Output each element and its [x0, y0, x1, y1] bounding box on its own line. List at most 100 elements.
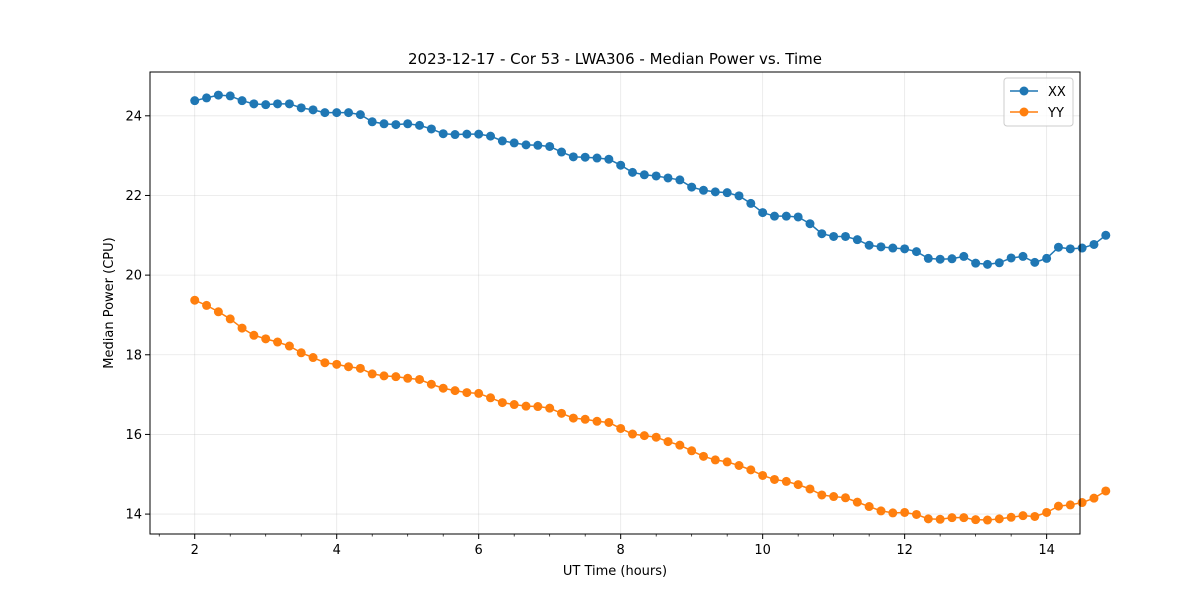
data-point-xx: [639, 170, 649, 180]
data-point-xx: [249, 99, 259, 109]
series-xx: [190, 90, 1111, 269]
data-point-xx: [545, 141, 555, 151]
plot-frame: [149, 71, 1081, 535]
data-point-xx: [391, 120, 401, 130]
data-point-yy: [1030, 511, 1040, 521]
data-point-xx: [426, 124, 436, 134]
data-point-yy: [296, 348, 306, 358]
data-point-xx: [592, 153, 602, 163]
data-point-yy: [982, 515, 992, 525]
data-point-yy: [1089, 493, 1099, 503]
data-point-yy: [604, 417, 614, 427]
data-point-yy: [888, 508, 898, 518]
data-point-xx: [994, 258, 1004, 268]
data-point-yy: [1101, 486, 1111, 496]
plot-series: [190, 90, 1111, 525]
data-point-yy: [994, 514, 1004, 524]
data-point-yy: [900, 507, 910, 517]
data-point-xx: [557, 147, 567, 157]
data-point-xx: [758, 208, 768, 218]
data-point-xx: [734, 191, 744, 201]
data-point-yy: [190, 295, 200, 305]
data-point-yy: [1018, 511, 1028, 521]
data-point-xx: [202, 93, 212, 103]
x-tick-label: 4: [333, 543, 341, 558]
data-point-yy: [805, 484, 815, 494]
data-point-xx: [474, 129, 484, 139]
data-point-yy: [710, 455, 720, 465]
data-point-xx: [497, 136, 507, 146]
data-point-xx: [415, 120, 425, 130]
data-point-yy: [308, 353, 318, 363]
y-tick-label: 18: [125, 348, 142, 363]
data-point-yy: [284, 341, 294, 351]
data-point-yy: [580, 414, 590, 424]
data-point-xx: [947, 254, 957, 264]
data-point-xx: [438, 129, 448, 139]
data-point-xx: [261, 100, 271, 110]
data-point-yy: [320, 358, 330, 368]
data-point-yy: [947, 513, 957, 523]
data-point-xx: [1065, 244, 1075, 254]
legend-marker-yy: [1019, 107, 1029, 117]
data-point-yy: [332, 359, 342, 369]
grid-lines: [150, 72, 1080, 534]
y-tick-label: 22: [125, 189, 142, 204]
data-point-yy: [628, 429, 638, 439]
data-point-xx: [900, 244, 910, 254]
data-point-yy: [734, 461, 744, 470]
data-point-yy: [864, 502, 874, 512]
data-point-yy: [557, 408, 567, 418]
data-point-xx: [213, 90, 223, 100]
data-point-xx: [876, 242, 886, 252]
data-point-yy: [1006, 512, 1016, 522]
data-point-xx: [829, 231, 839, 241]
x-tick-label: 2: [191, 543, 199, 558]
data-point-yy: [521, 401, 531, 411]
data-point-yy: [450, 386, 460, 396]
data-point-xx: [817, 229, 827, 239]
data-point-xx: [273, 99, 283, 109]
data-point-xx: [1042, 253, 1052, 263]
data-point-yy: [403, 373, 413, 383]
data-point-yy: [509, 400, 519, 410]
legend: XX YY: [1003, 77, 1074, 127]
data-point-xx: [379, 119, 389, 129]
data-point-yy: [391, 372, 401, 382]
data-point-yy: [770, 474, 779, 484]
data-point-xx: [888, 243, 898, 253]
data-point-xx: [486, 131, 496, 141]
data-point-yy: [568, 413, 578, 423]
data-point-xx: [651, 171, 661, 181]
data-point-xx: [770, 211, 779, 221]
data-point-yy: [415, 374, 425, 384]
data-point-xx: [332, 108, 342, 118]
data-point-xx: [403, 119, 413, 129]
data-point-xx: [628, 167, 638, 177]
data-point-xx: [367, 117, 377, 127]
data-point-yy: [852, 497, 862, 507]
data-point-xx: [722, 188, 732, 198]
chart-title: 2023-12-17 - Cor 53 - LWA306 - Median Po…: [408, 50, 822, 68]
data-point-yy: [840, 493, 850, 503]
y-tick-label: 20: [125, 269, 142, 284]
data-point-yy: [935, 514, 945, 524]
data-point-yy: [379, 371, 389, 381]
data-point-xx: [1053, 242, 1063, 252]
data-point-xx: [805, 219, 815, 229]
data-point-yy: [675, 440, 685, 450]
data-point-xx: [509, 138, 519, 148]
data-point-yy: [971, 515, 981, 525]
data-point-xx: [746, 198, 756, 208]
x-axis-label: UT Time (hours): [563, 564, 667, 579]
data-point-xx: [923, 253, 933, 263]
data-point-yy: [651, 432, 661, 442]
data-point-xx: [982, 259, 992, 269]
data-point-xx: [225, 91, 235, 101]
data-point-xx: [663, 173, 673, 183]
data-point-yy: [663, 437, 673, 447]
data-point-xx: [687, 182, 697, 192]
data-point-yy: [687, 446, 697, 456]
data-point-xx: [521, 140, 531, 150]
data-point-xx: [190, 96, 200, 106]
